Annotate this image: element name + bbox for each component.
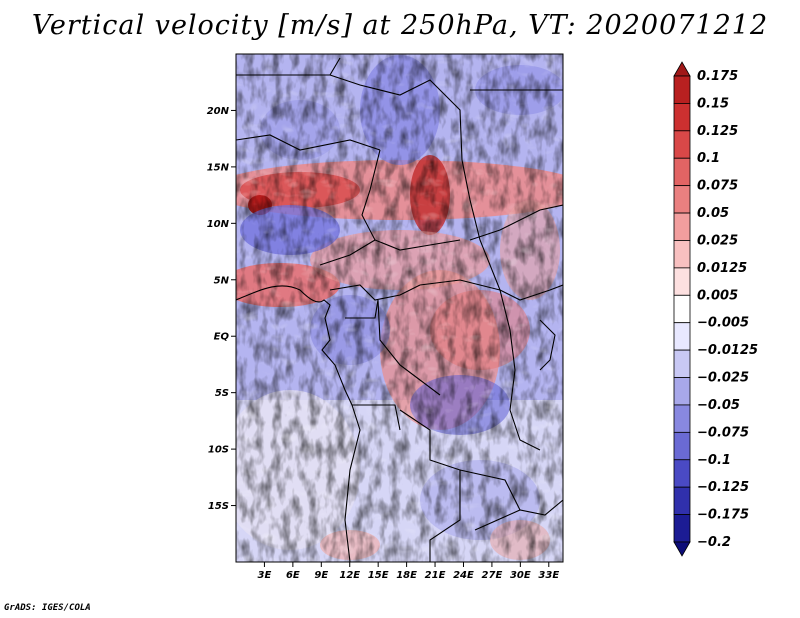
lon-label: 15E bbox=[368, 570, 389, 581]
colorbar-swatch bbox=[673, 459, 691, 488]
longitude-axis: 3E 6E 9E 12E 15E 18E 21E 24E 27E 30E 33E bbox=[258, 562, 559, 581]
colorbar-swatch bbox=[673, 404, 691, 433]
lat-label: 20N bbox=[207, 106, 230, 117]
colorbar-label: 0.125 bbox=[697, 124, 738, 139]
lat-label: EQ bbox=[214, 332, 230, 343]
lat-label: 15S bbox=[208, 501, 229, 512]
colorbar-label: 0.15 bbox=[697, 96, 729, 111]
lat-label: 10N bbox=[207, 219, 230, 230]
colorbar-label: −0.075 bbox=[697, 425, 749, 440]
lon-label: 12E bbox=[339, 570, 360, 581]
colorbar-label: −0.175 bbox=[697, 508, 749, 523]
colorbar-swatch bbox=[673, 514, 691, 543]
colorbar-swatch bbox=[673, 75, 691, 104]
lon-label: 9E bbox=[314, 570, 328, 581]
colorbar-swatch bbox=[673, 486, 691, 515]
colorbar-label: −0.1 bbox=[697, 453, 731, 468]
colorbar-label: −0.2 bbox=[697, 535, 731, 550]
colorbar-label: −0.005 bbox=[697, 316, 749, 331]
lat-label: 15N bbox=[207, 162, 230, 173]
lon-label: 30E bbox=[510, 570, 531, 581]
colorbar-label: 0.05 bbox=[697, 206, 729, 221]
colorbar-label: −0.0125 bbox=[697, 343, 758, 358]
velocity-field bbox=[236, 54, 563, 562]
lon-label: 3E bbox=[258, 570, 272, 581]
lon-label: 27E bbox=[482, 570, 503, 581]
colorbar-swatch bbox=[673, 130, 691, 159]
colorbar: 0.175 0.15 0.125 0.1 0.075 0.05 0.025 0.0125 0.0… bbox=[673, 61, 758, 557]
colorbar-swatch bbox=[673, 322, 691, 351]
lat-label: 10S bbox=[208, 445, 229, 456]
colorbar-swatch bbox=[673, 185, 691, 214]
colorbar-swatch bbox=[673, 349, 691, 378]
colorbar-swatch bbox=[673, 240, 691, 269]
colorbar-swatch bbox=[673, 377, 691, 406]
colorbar-label: 0.005 bbox=[697, 288, 738, 303]
country-borders bbox=[236, 57, 563, 562]
colorbar-swatch bbox=[673, 267, 691, 296]
colorbar-swatch bbox=[673, 212, 691, 241]
colorbar-label: −0.025 bbox=[697, 371, 749, 386]
colorbar-swatch bbox=[673, 541, 691, 557]
colorbar-label: 0.175 bbox=[697, 69, 738, 84]
colorbar-label: 0.0125 bbox=[697, 261, 747, 276]
lon-label: 18E bbox=[396, 570, 417, 581]
colorbar-label: −0.05 bbox=[697, 398, 740, 413]
colorbar-label: 0.025 bbox=[697, 233, 738, 248]
lon-label: 33E bbox=[538, 570, 559, 581]
colorbar-swatch bbox=[673, 157, 691, 187]
colorbar-swatch bbox=[673, 103, 691, 132]
colorbar-swatch bbox=[673, 61, 691, 77]
latitude-axis: 20N 15N 10N 5N EQ 5S 10S 15S bbox=[207, 106, 236, 512]
colorbar-swatch bbox=[673, 294, 691, 324]
lon-label: 24E bbox=[453, 570, 474, 581]
lon-label: 21E bbox=[425, 570, 446, 581]
map-title: Vertical velocity [m/s] at 250hPa, VT: 2… bbox=[31, 10, 769, 41]
colorbar-swatch bbox=[673, 431, 691, 461]
colorbar-label: −0.125 bbox=[697, 480, 749, 495]
grads-credit: GrADS: IGES/COLA bbox=[4, 603, 91, 613]
colorbar-label: 0.1 bbox=[697, 151, 720, 166]
map-figure: 20N 15N 10N 5N EQ 5S 10S 15S 3E 6E 9E 12E 15E 18E 21E… bbox=[207, 53, 758, 581]
map-frame bbox=[235, 53, 564, 563]
lon-label: 6E bbox=[286, 570, 300, 581]
lat-label: 5N bbox=[214, 275, 230, 286]
colorbar-label: 0.075 bbox=[697, 179, 738, 194]
lat-label: 5S bbox=[215, 388, 229, 399]
